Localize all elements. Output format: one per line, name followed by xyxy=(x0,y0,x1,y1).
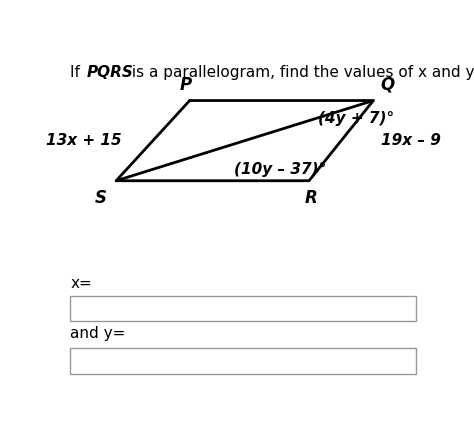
FancyBboxPatch shape xyxy=(70,349,416,374)
Text: PQRS: PQRS xyxy=(87,65,134,80)
Text: 19x – 9: 19x – 9 xyxy=(381,133,440,148)
Text: P: P xyxy=(180,76,192,94)
FancyBboxPatch shape xyxy=(70,296,416,321)
Text: 13x + 15: 13x + 15 xyxy=(46,133,122,148)
Text: If: If xyxy=(70,65,85,80)
Text: Q: Q xyxy=(381,76,395,94)
Text: (10y – 37)°: (10y – 37)° xyxy=(234,162,326,177)
Text: S: S xyxy=(95,189,107,207)
Text: x=: x= xyxy=(70,276,92,291)
Text: is a parallelogram, find the values of x and y.: is a parallelogram, find the values of x… xyxy=(127,65,474,80)
Text: and y=: and y= xyxy=(70,326,126,341)
Text: (4y + 7)°: (4y + 7)° xyxy=(318,112,394,126)
Text: R: R xyxy=(304,189,317,207)
